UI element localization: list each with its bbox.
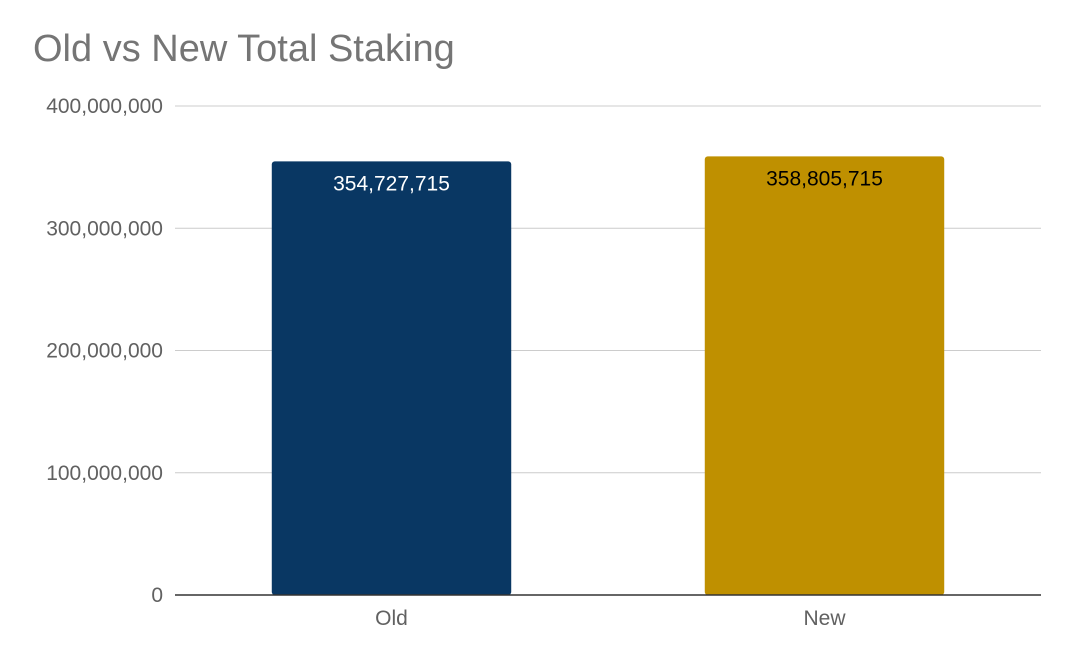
y-tick-label: 200,000,000 bbox=[46, 340, 163, 363]
data-label-old: 354,727,715 bbox=[333, 172, 450, 195]
data-label-new: 358,805,715 bbox=[766, 167, 883, 190]
bar-new bbox=[704, 156, 945, 595]
y-tick-label: 300,000,000 bbox=[46, 217, 163, 240]
y-tick-label: 0 bbox=[151, 584, 163, 607]
chart-title: Old vs New Total Staking bbox=[33, 28, 455, 70]
x-axis-category-labels: Old New bbox=[375, 607, 846, 630]
x-tick-label-old: Old bbox=[375, 607, 408, 630]
y-axis-tick-labels: 0 100,000,000 200,000,000 300,000,000 400,00… bbox=[46, 95, 163, 607]
y-tick-label: 100,000,000 bbox=[46, 462, 163, 485]
bars bbox=[271, 156, 945, 595]
data-labels: 354,727,715 358,805,715 bbox=[333, 167, 883, 195]
y-tick-label: 400,000,000 bbox=[46, 95, 163, 118]
bar-old bbox=[271, 161, 512, 595]
x-tick-label-new: New bbox=[803, 607, 846, 630]
